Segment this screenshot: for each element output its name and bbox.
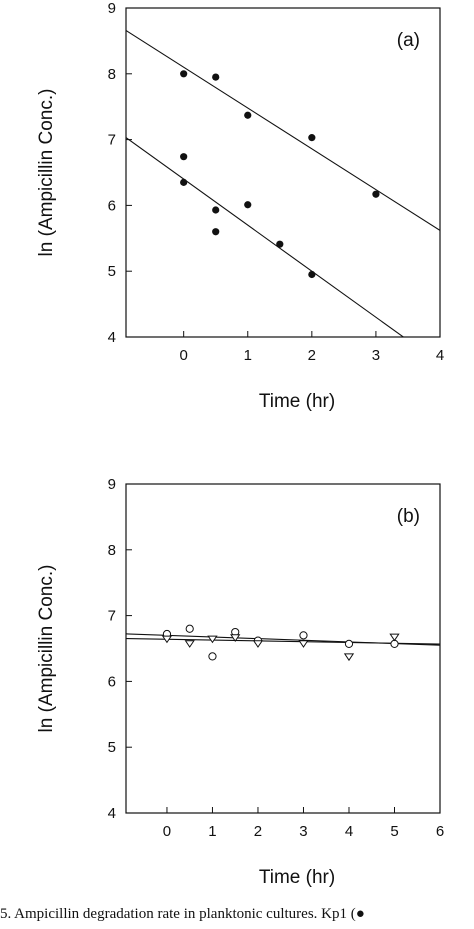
- data-point: [212, 73, 220, 81]
- y-tick-label: 8: [108, 66, 116, 83]
- panel-b-chart: 4 5 6 7 8 9 0 1 2 3 4 5 6 Time (hr) ln (Ampicillin Con…: [36, 476, 444, 888]
- data-point: [180, 153, 188, 161]
- data-point: [276, 240, 284, 248]
- x-tick-label: 5: [390, 823, 398, 840]
- panel-label: (b): [397, 506, 420, 527]
- y-tick-label: 8: [108, 542, 116, 559]
- x-tick-label: 3: [299, 823, 307, 840]
- data-point: [344, 639, 354, 648]
- y-tick-label: 5: [108, 739, 116, 756]
- x-axis-label: Time (hr): [259, 867, 335, 888]
- data-point: [184, 640, 195, 648]
- x-tick-label: 2: [308, 347, 316, 364]
- data-point: [161, 635, 173, 644]
- x-axis-label: Time (hr): [259, 391, 335, 412]
- y-tick-label: 5: [108, 263, 116, 280]
- fit-line: [126, 30, 440, 231]
- x-tick-label: 0: [180, 347, 188, 364]
- x-tick-label: 4: [436, 347, 444, 364]
- figure-caption: 5. Ampicillin degradation rate in plankt…: [0, 906, 365, 922]
- y-tick-label: 9: [108, 476, 116, 493]
- data-point: [308, 270, 316, 279]
- data-point: [212, 228, 220, 236]
- data-point: [230, 634, 241, 642]
- y-tick-label: 6: [108, 673, 116, 690]
- data-point: [212, 206, 220, 214]
- x-tick-label: 2: [254, 823, 262, 840]
- y-tick-label: 9: [108, 0, 116, 17]
- data-point: [390, 639, 399, 648]
- data-point: [185, 624, 194, 633]
- y-tick-label: 7: [108, 132, 116, 149]
- data-point: [208, 652, 217, 661]
- y-axis-label: ln (Ampicillin Conc.): [36, 89, 57, 257]
- y-tick-label: 4: [108, 329, 116, 346]
- data-point: [252, 640, 264, 648]
- plot-frame: [125, 483, 441, 814]
- data-point: [207, 635, 218, 644]
- data-point: [343, 653, 355, 662]
- data-point: [244, 111, 252, 119]
- data-point: [180, 70, 188, 78]
- x-tick-label: 4: [345, 823, 353, 840]
- data-point: [372, 190, 380, 198]
- x-tick-label: 0: [163, 823, 171, 840]
- x-tick-label: 3: [372, 347, 380, 364]
- data-point: [298, 640, 309, 648]
- data-point: [389, 633, 400, 642]
- panel-label: (a): [397, 30, 420, 51]
- y-tick-label: 6: [108, 197, 116, 214]
- data-point: [308, 134, 316, 142]
- fit-line: [126, 638, 440, 645]
- data-point: [244, 201, 252, 209]
- fit-line: [126, 137, 405, 337]
- y-axis-label: ln (Ampicillin Conc.): [36, 565, 57, 733]
- panel-a-chart: 4 5 6 7 8 9 0 1 2 3 4 Time (hr) ln (Ampicillin Conc.…: [36, 0, 444, 412]
- y-tick-label: 7: [108, 608, 116, 625]
- x-tick-label: 6: [436, 823, 444, 840]
- x-tick-label: 1: [208, 823, 216, 840]
- y-tick-label: 4: [108, 805, 116, 822]
- data-point: [180, 178, 188, 186]
- x-tick-label: 1: [244, 347, 252, 364]
- data-point: [299, 631, 308, 640]
- plot-frame: [125, 7, 441, 338]
